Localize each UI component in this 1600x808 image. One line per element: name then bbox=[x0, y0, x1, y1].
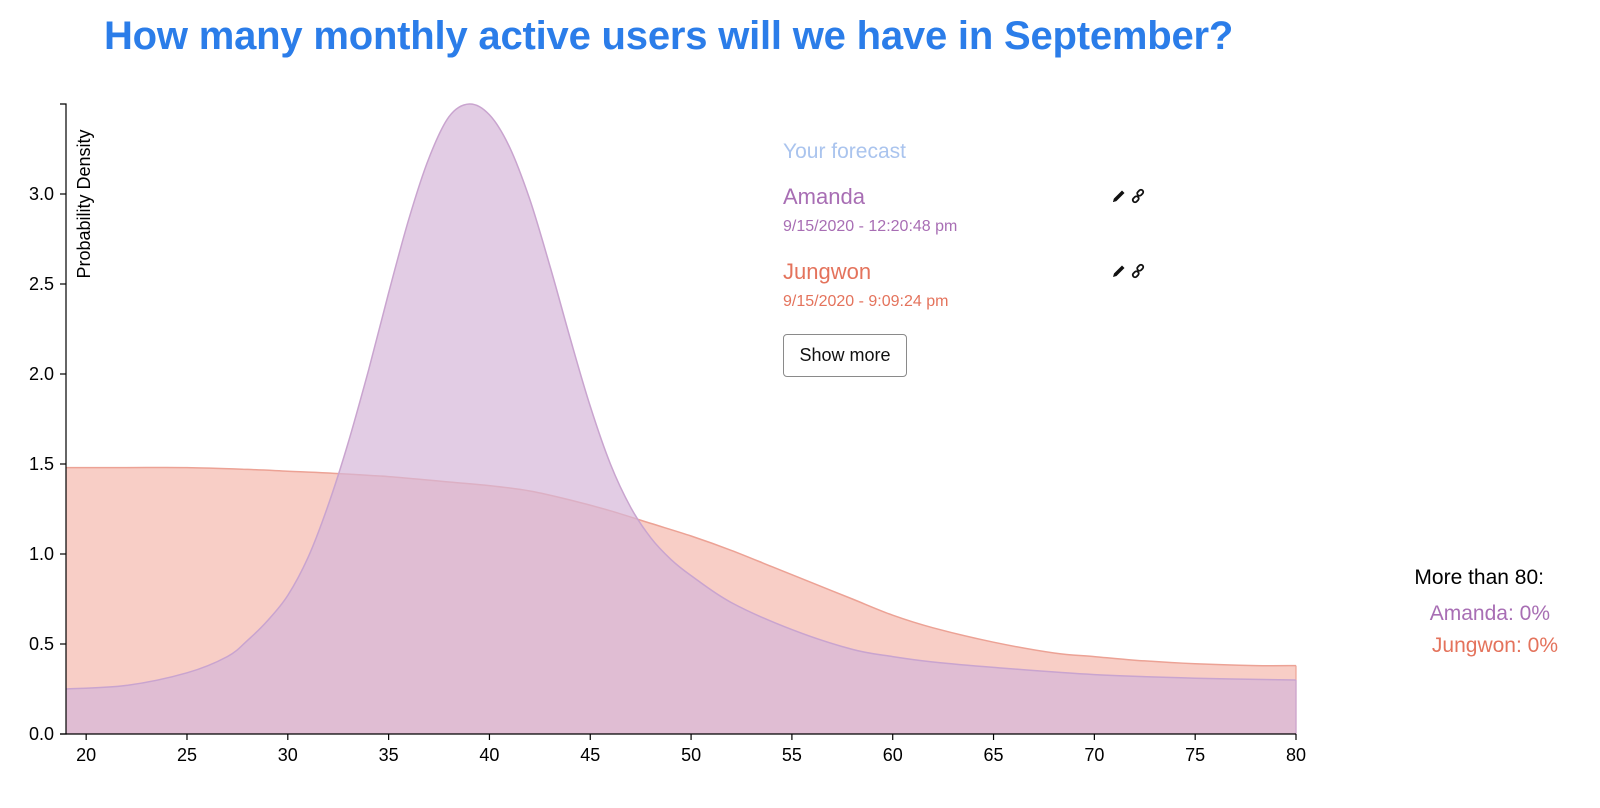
x-tick-label: 80 bbox=[1286, 745, 1306, 765]
x-tick-label: 25 bbox=[177, 745, 197, 765]
forecast-timestamp: 9/15/2020 - 12:20:48 pm bbox=[783, 218, 958, 235]
forecaster-name: Jungwon bbox=[783, 259, 872, 284]
forecaster-amanda: Amanda 9/15/2020 - 12:20:48 pm bbox=[783, 184, 1163, 236]
y-tick-label: 3.0 bbox=[29, 184, 54, 204]
forecaster-jungwon: Jungwon 9/15/2020 - 9:09:24 pm bbox=[783, 259, 1163, 311]
curve-jungwon bbox=[66, 466, 1297, 667]
page-title: How many monthly active users will we ha… bbox=[104, 14, 1234, 58]
density-areas bbox=[65, 103, 1297, 734]
forecast-timestamp: 9/15/2020 - 9:09:24 pm bbox=[783, 293, 949, 310]
y-tick-label: 2.0 bbox=[29, 364, 54, 384]
tail-row-amanda: Amanda: 0% bbox=[1429, 602, 1550, 625]
forecast-panel: Your forecast Amanda 9/15/2020 - 12:20:4… bbox=[754, 124, 1194, 406]
y-tick-label: 0.5 bbox=[29, 634, 54, 654]
area-amanda bbox=[66, 103, 1296, 734]
link-icon[interactable] bbox=[1130, 188, 1146, 204]
curve-amanda bbox=[65, 103, 1297, 690]
tail-row-jungwon: Jungwon: 0% bbox=[1431, 634, 1558, 657]
y-tick-label: 0.0 bbox=[29, 724, 54, 744]
y-tick-label: 1.5 bbox=[29, 454, 54, 474]
x-tick-label: 20 bbox=[76, 745, 96, 765]
x-tick-label: 30 bbox=[278, 745, 298, 765]
y-axis-label: Probability Density bbox=[74, 129, 94, 278]
tail-probability-panel: More than 80: Amanda: 0% Jungwon: 0% bbox=[1380, 566, 1560, 658]
link-icon[interactable] bbox=[1130, 263, 1146, 279]
x-tick-label: 35 bbox=[379, 745, 399, 765]
x-tick-label: 50 bbox=[681, 745, 701, 765]
y-tick-label: 2.5 bbox=[29, 274, 54, 294]
x-tick-label: 75 bbox=[1185, 745, 1205, 765]
y-axis-line bbox=[60, 103, 67, 735]
forecaster-name: Amanda bbox=[783, 184, 865, 209]
pencil-icon[interactable] bbox=[1111, 263, 1127, 279]
forecaster-tools bbox=[1111, 188, 1146, 204]
tail-heading: More than 80: bbox=[1414, 566, 1544, 589]
your-forecast-link[interactable]: Your forecast bbox=[783, 140, 906, 163]
x-tick-label: 45 bbox=[580, 745, 600, 765]
x-tick-label: 65 bbox=[984, 745, 1004, 765]
show-more-button[interactable]: Show more bbox=[783, 334, 907, 377]
axes: 20 25 30 35 40 45 50 55 60 65 70 75 80 0.0 0.5 1.0 1.5 2.… bbox=[29, 103, 1306, 765]
x-tick-label: 55 bbox=[782, 745, 802, 765]
x-tick-label: 40 bbox=[479, 745, 499, 765]
y-tick-label: 1.0 bbox=[29, 544, 54, 564]
x-tick-label: 60 bbox=[883, 745, 903, 765]
forecaster-tools bbox=[1111, 263, 1146, 279]
x-tick-label: 70 bbox=[1084, 745, 1104, 765]
pencil-icon[interactable] bbox=[1111, 188, 1127, 204]
